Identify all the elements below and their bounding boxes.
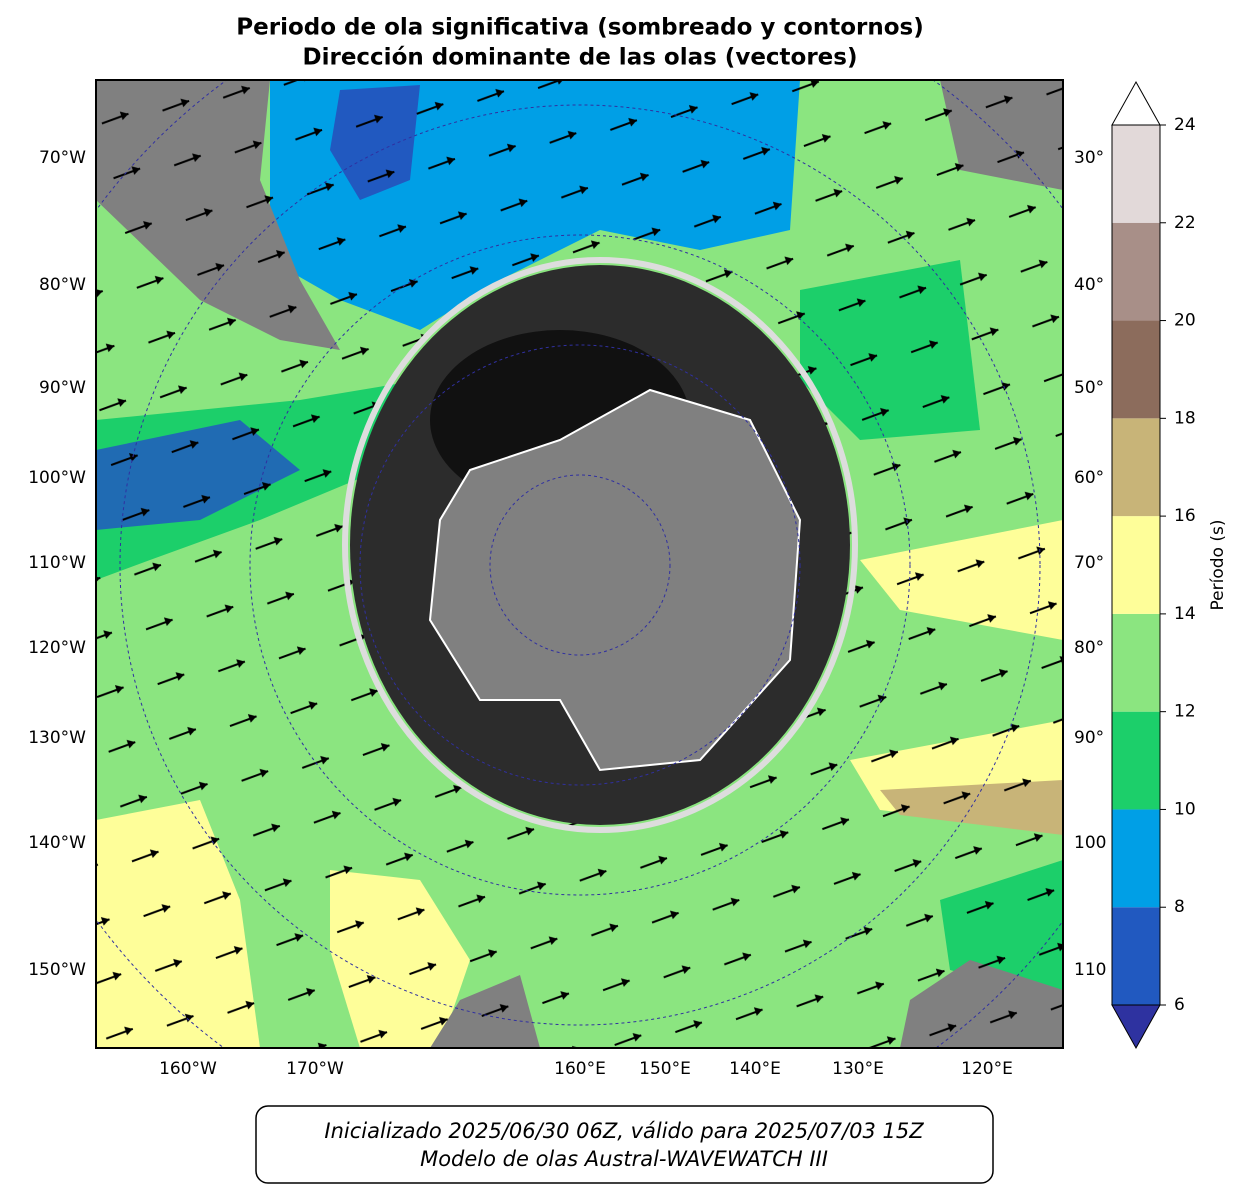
lon-label: 90°W: [39, 378, 86, 398]
lon-label: 80°W: [39, 275, 86, 295]
colorbar-tick-label: 20: [1174, 311, 1196, 331]
colorbar-tick-label: 10: [1174, 799, 1196, 819]
colorbar-bin: [1112, 320, 1160, 419]
colorbar-tick-label: 14: [1174, 604, 1196, 624]
lat-label: 100: [1074, 833, 1106, 853]
colorbar-bin: [1112, 809, 1160, 908]
footer-line: Modelo de olas Austral-WAVEWATCH III: [420, 1147, 828, 1171]
colorbar-tick-label: 12: [1174, 702, 1196, 722]
lon-label: 110°W: [28, 553, 86, 573]
lon-label: 120°E: [961, 1059, 1013, 1079]
colorbar-tick-label: 16: [1174, 506, 1196, 526]
lat-label: 110: [1074, 960, 1106, 980]
lat-label: 90°: [1074, 728, 1104, 748]
colorbar-frame: [1111, 124, 1161, 1006]
colorbar-bin: [1112, 222, 1160, 321]
title-line: Dirección dominante de las olas (vectore…: [303, 45, 858, 71]
lon-label: 160°E: [554, 1059, 606, 1079]
colorbar-under: [1111, 1004, 1161, 1050]
footer-box: [255, 1105, 994, 1184]
lon-label: 130°E: [832, 1059, 884, 1079]
colorbar-label: Período (s): [1208, 520, 1228, 611]
lat-label: 80°: [1074, 638, 1104, 658]
colorbar-tick-label: 24: [1174, 115, 1196, 135]
lon-label: 150°E: [639, 1059, 691, 1079]
colorbar-bin: [1112, 516, 1160, 614]
map: [96, 80, 1063, 1048]
lon-label: 150°W: [28, 960, 86, 980]
colorbar-tick-label: 18: [1174, 408, 1196, 428]
lat-label: 60°: [1074, 468, 1104, 488]
lat-label: 30°: [1074, 148, 1104, 168]
title-line: Periodo de ola significativa (sombreado …: [236, 15, 923, 41]
colorbar-bin: [1112, 613, 1160, 712]
lon-label: 140°W: [28, 833, 86, 853]
colorbar-bin: [1112, 907, 1160, 1005]
colorbar-tick-label: 8: [1174, 897, 1185, 917]
lon-label: 170°W: [286, 1059, 344, 1079]
colorbar-tick-label: 6: [1174, 995, 1185, 1015]
lon-label: 70°W: [39, 148, 86, 168]
footer-line: Inicializado 2025/06/30 06Z, válido para…: [324, 1119, 924, 1143]
lon-label: 120°W: [28, 638, 86, 658]
lon-label: 160°W: [159, 1059, 217, 1079]
colorbar-bin: [1112, 711, 1160, 810]
colorbar-bin: [1112, 418, 1160, 517]
lat-label: 70°: [1074, 553, 1104, 573]
colorbar-over: [1111, 80, 1161, 126]
colorbar-bin: [1112, 125, 1160, 223]
lon-label: 100°W: [28, 468, 86, 488]
lon-label: 140°E: [729, 1059, 781, 1079]
lat-label: 40°: [1074, 275, 1104, 295]
lon-label: 130°W: [28, 728, 86, 748]
lat-label: 50°: [1074, 378, 1104, 398]
map-frame: [95, 79, 1064, 1049]
colorbar-tick-label: 22: [1174, 213, 1196, 233]
